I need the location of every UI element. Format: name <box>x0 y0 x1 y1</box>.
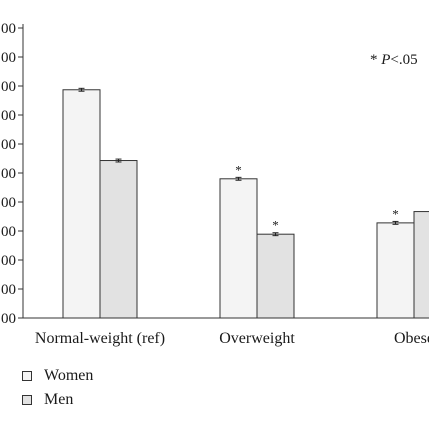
y-tick-label: 00 <box>1 311 16 327</box>
significance-star: * <box>235 162 242 177</box>
x-tick-label: Overweight <box>219 330 295 347</box>
significance-star: * <box>272 218 279 233</box>
legend-item-men: Men <box>22 388 93 412</box>
y-tick-label: 00 <box>1 50 16 66</box>
y-tick-label: 00 <box>1 253 16 269</box>
y-tick-label: 00 <box>1 137 16 153</box>
bar <box>219 178 258 319</box>
legend: Women Men <box>22 364 93 412</box>
x-tick-label: Normal-weight (ref) <box>35 330 165 347</box>
legend-item-women: Women <box>22 364 93 388</box>
bar <box>376 222 415 319</box>
y-tick-label: 00 <box>1 166 16 182</box>
y-tick-label: 00 <box>1 21 16 37</box>
legend-swatch-women <box>22 371 32 381</box>
y-tick-label: 00 <box>1 224 16 240</box>
x-axis: Normal-weight (ref) Overweight Obese <box>23 317 429 347</box>
bar <box>99 160 138 319</box>
bars: * * * <box>62 87 429 319</box>
y-axis: 00 00 00 00 00 00 00 00 00 00 00 <box>1 21 24 327</box>
legend-swatch-men <box>22 395 32 405</box>
bar <box>62 89 101 319</box>
y-tick-label: 00 <box>1 79 16 95</box>
significance-note: * P<.05 <box>370 52 418 68</box>
y-tick-label: 00 <box>1 108 16 124</box>
bar <box>256 233 295 319</box>
y-tick-label: 00 <box>1 195 16 211</box>
legend-label-women: Women <box>44 367 94 384</box>
y-tick-label: 00 <box>1 282 16 298</box>
significance-star: * <box>392 206 399 221</box>
x-tick-label: Obese <box>394 330 429 347</box>
legend-label-men: Men <box>44 391 74 408</box>
bar <box>413 211 429 319</box>
